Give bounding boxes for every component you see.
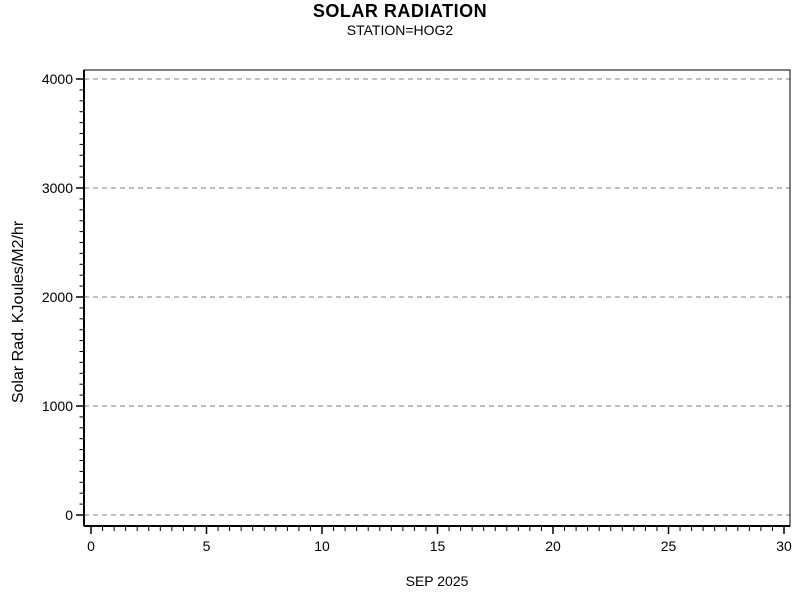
y-tick-label: 4000 [42,71,73,87]
x-tick-label: 15 [430,538,446,554]
x-tick-label: 5 [203,538,211,554]
chart-title: SOLAR RADIATION [312,1,488,21]
x-tick-label: 10 [314,538,330,554]
y-tick-label: 1000 [42,398,73,414]
x-tick-label: 20 [545,538,561,554]
x-tick-label: 25 [661,538,677,554]
plot-frame [83,69,791,527]
chart-subtitle: STATION=HOG2 [346,22,454,38]
x-axis-label: SEP 2025 [405,573,469,589]
x-tick-label: 0 [87,538,95,554]
y-tick-label: 3000 [42,180,73,196]
x-tick-label: 30 [776,538,792,554]
y-tick-label: 2000 [42,289,73,305]
y-tick-label: 0 [65,507,73,523]
